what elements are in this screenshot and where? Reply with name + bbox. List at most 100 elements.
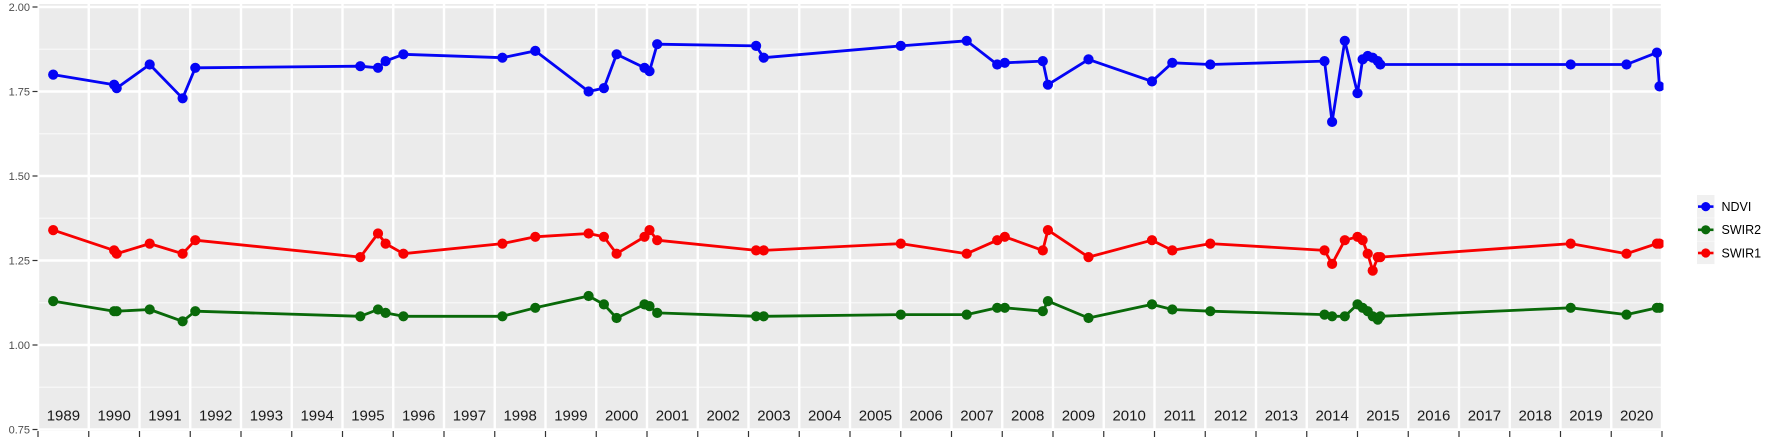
x-axis-labels: 1989 1990 1991 1992 1993 1994 1995 1996 1997 1998… bbox=[47, 408, 1654, 425]
swir1-data-point bbox=[355, 252, 366, 263]
ndvi-data-point bbox=[355, 61, 366, 72]
swir2-series bbox=[48, 290, 1664, 327]
swir2-data-point bbox=[895, 309, 906, 320]
swir2-data-point bbox=[1375, 311, 1386, 322]
swir1-data-point bbox=[530, 231, 541, 242]
swir1-data-point bbox=[992, 235, 1003, 246]
swir1-data-point bbox=[398, 248, 409, 259]
swir1-data-point bbox=[1339, 235, 1350, 246]
x-year-label: 1997 bbox=[453, 408, 486, 425]
swir1-data-point bbox=[372, 228, 384, 239]
swir2-data-point bbox=[1327, 311, 1338, 322]
swir2-data-point bbox=[1319, 309, 1330, 320]
swir2-data-point bbox=[583, 290, 594, 302]
legend: NDVI SWIR2 SWIR1 bbox=[1697, 195, 1762, 265]
swir2-data-point bbox=[177, 316, 188, 327]
ndvi-data-point bbox=[1167, 57, 1178, 68]
ndvi-data-point bbox=[961, 35, 972, 46]
ndvi-data-point bbox=[652, 39, 663, 50]
legend-key-point bbox=[1701, 225, 1711, 235]
x-year-label: 1990 bbox=[97, 408, 130, 425]
swir1-data-point bbox=[380, 238, 391, 249]
x-year-label: 2016 bbox=[1417, 408, 1450, 425]
y-tick-label: 1.50 bbox=[9, 171, 30, 183]
swir1-data-point bbox=[1319, 245, 1330, 256]
legend-label-swir1: SWIR1 bbox=[1722, 246, 1762, 260]
swir1-data-point bbox=[583, 228, 594, 239]
swir1-data-point bbox=[1375, 252, 1386, 263]
ndvi-data-point bbox=[48, 69, 59, 80]
ndvi-data-point bbox=[1375, 59, 1386, 70]
ndvi-data-point bbox=[1327, 116, 1338, 127]
swir1-data-point bbox=[111, 248, 122, 259]
x-axis-ticks bbox=[37, 431, 1663, 437]
swir2-data-point bbox=[751, 311, 762, 322]
swir1-data-point bbox=[1367, 265, 1378, 276]
x-year-label: 2002 bbox=[706, 408, 739, 425]
swir2-data-point bbox=[1339, 311, 1350, 322]
x-year-label: 2020 bbox=[1620, 408, 1653, 425]
x-year-label: 1991 bbox=[148, 408, 181, 425]
swir2-data-point bbox=[1042, 296, 1053, 307]
ndvi-data-point bbox=[1042, 79, 1053, 90]
swir1-data-point bbox=[652, 235, 663, 246]
ndvi-data-point bbox=[895, 40, 906, 52]
swir2-data-point bbox=[598, 299, 610, 310]
y-tick-label: 1.25 bbox=[9, 255, 30, 267]
swir1-data-point bbox=[1621, 248, 1632, 259]
swir1-data-point bbox=[497, 238, 508, 249]
legend-item-ndvi: NDVI bbox=[1697, 195, 1751, 218]
swir2-data-point bbox=[372, 304, 384, 315]
x-year-label: 2003 bbox=[757, 408, 790, 425]
swir1-data-point bbox=[1565, 238, 1576, 249]
x-year-label: 2013 bbox=[1265, 408, 1298, 425]
ndvi-data-point bbox=[530, 45, 541, 57]
x-year-label: 2001 bbox=[656, 408, 689, 425]
swir1-series bbox=[48, 225, 1664, 276]
x-year-label: 2000 bbox=[605, 408, 638, 425]
x-year-label: 2010 bbox=[1112, 408, 1145, 425]
x-year-label: 1994 bbox=[300, 408, 333, 425]
ndvi-data-point bbox=[1205, 59, 1216, 70]
swir2-data-point bbox=[380, 307, 391, 318]
swir1-data-point bbox=[1654, 238, 1664, 249]
x-year-label: 2011 bbox=[1164, 408, 1196, 425]
ndvi-data-point bbox=[1339, 35, 1350, 46]
ndvi-series bbox=[48, 35, 1664, 127]
swir2-data-point bbox=[1146, 299, 1158, 310]
swir2-data-point bbox=[497, 311, 508, 322]
swir1-data-point bbox=[1037, 245, 1048, 256]
x-year-label: 1993 bbox=[250, 408, 283, 425]
swir1-data-point bbox=[1083, 252, 1094, 263]
ndvi-data-point bbox=[1651, 47, 1662, 58]
x-year-label: 1992 bbox=[199, 408, 232, 425]
swir2-data-point bbox=[48, 296, 59, 307]
legend-key-point bbox=[1701, 202, 1711, 212]
ndvi-data-point bbox=[1565, 59, 1576, 70]
x-year-label: 1998 bbox=[503, 408, 536, 425]
y-axis-labels: 0.75 1.00 1.25 1.50 1.75 2.00 bbox=[9, 2, 30, 437]
legend-key-point bbox=[1701, 248, 1711, 258]
legend-label-ndvi: NDVI bbox=[1722, 200, 1752, 214]
x-year-label: 1995 bbox=[351, 408, 384, 425]
swir1-data-point bbox=[1205, 238, 1216, 249]
legend-item-swir2: SWIR2 bbox=[1697, 218, 1761, 241]
swir2-data-point bbox=[992, 302, 1003, 313]
swir1-data-point bbox=[1362, 248, 1373, 259]
swir1-data-point bbox=[1327, 258, 1338, 269]
ndvi-data-point bbox=[1146, 76, 1158, 87]
x-year-label: 2012 bbox=[1214, 408, 1247, 425]
swir1-data-point bbox=[1357, 235, 1368, 246]
ndvi-data-point bbox=[398, 49, 409, 60]
swir2-data-point bbox=[1037, 306, 1048, 317]
swir1-data-point bbox=[895, 238, 906, 249]
ndvi-data-point bbox=[497, 52, 508, 63]
x-year-label: 2004 bbox=[808, 408, 841, 425]
x-year-label: 1989 bbox=[47, 408, 80, 425]
y-tick-label: 1.00 bbox=[9, 340, 30, 352]
ndvi-data-point bbox=[758, 52, 769, 63]
x-year-label: 1996 bbox=[402, 408, 435, 425]
swir2-data-point bbox=[961, 309, 972, 320]
